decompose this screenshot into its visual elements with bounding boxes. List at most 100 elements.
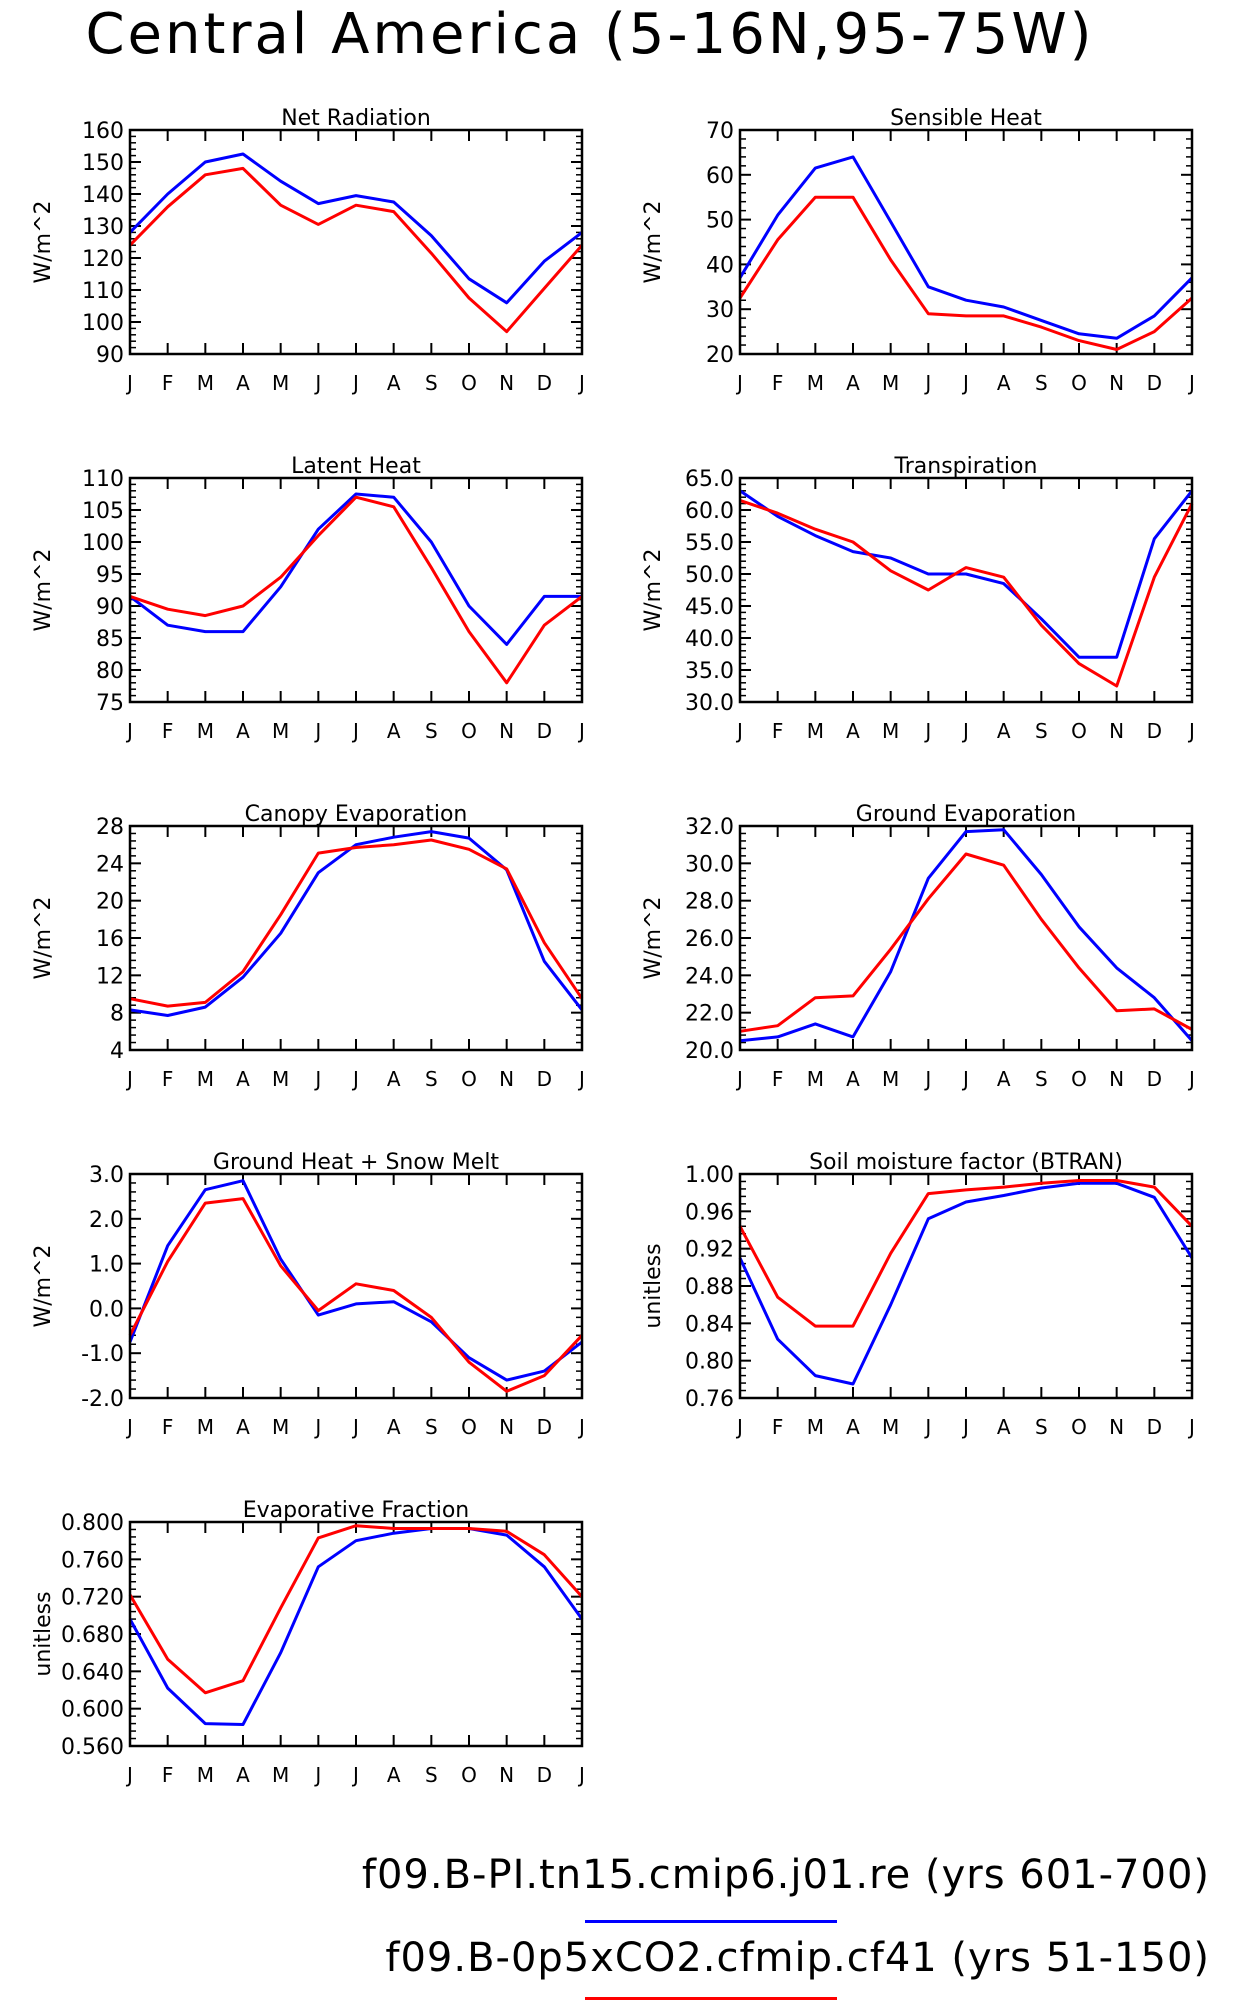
x-tick-label: J [577,1067,585,1091]
y-tick-label: 26.0 [685,927,734,952]
y-tick-label: 22.0 [685,1002,734,1027]
y-tick-label: 130 [82,215,124,240]
x-tick-label: J [125,719,133,743]
x-tick-label: A [846,1067,860,1091]
x-tick-label: A [387,1763,401,1787]
series-line-red [129,495,583,685]
y-tick-label: 28 [96,815,124,840]
x-tick-label: S [425,719,438,743]
x-tick-label: N [499,1415,514,1439]
chart-ground-evaporation: Ground Evaporation W/m^2 20.0 22.0 24.0 26.0 2… [641,802,1195,1091]
x-tick-label: O [461,1763,477,1787]
x-tick-label: A [236,371,250,395]
chart-soil-moisture-factor: Soil moisture factor (BTRAN) unitless 0.76… [641,1150,1195,1439]
y-tick-label: 100 [82,531,124,556]
x-tick-label: J [125,1415,133,1439]
x-tick-label: J [923,1067,931,1091]
y-tick-label: 140 [82,183,124,208]
y-axis-label: unitless [31,1591,56,1676]
y-tick-label: 35.0 [685,659,734,684]
chart-title: Latent Heat [291,454,421,479]
chart-ground-heat-snow-melt: Ground Heat + Snow Melt W/m^2 -2.0 -1.0 0.0 1… [31,1150,585,1439]
x-tick-label: J [351,1415,359,1439]
x-tick-label: M [882,371,899,395]
series-line-red [739,498,1194,688]
series-line-red [738,1179,1194,1328]
plot-frame [738,1172,1194,1400]
x-tick-label: J [961,371,969,395]
y-tick-label: 16 [96,927,124,952]
y-tick-label: 75 [96,691,124,716]
x-tick-label: J [1187,719,1195,743]
y-tick-label: -1.0 [81,1342,124,1367]
y-tick-label: 3.0 [89,1163,124,1188]
y-tick-label: 40.0 [685,627,734,652]
series-line-blue [738,155,1194,340]
plot-frame [738,128,1194,356]
x-tick-label: J [923,371,931,395]
y-tick-label: 0.88 [685,1275,734,1300]
y-tick-label: 0.560 [61,1735,124,1760]
series-line-blue [739,489,1194,659]
y-tick-label: 40 [706,253,734,278]
x-tick-label: S [1035,1067,1048,1091]
y-tick-label: 100 [82,311,124,336]
x-tick-label: J [125,1763,133,1787]
y-axis-label: W/m^2 [31,896,56,979]
y-axis-label: W/m^2 [641,548,666,631]
x-tick-label: A [387,719,401,743]
y-tick-label: 12 [96,964,124,989]
y-axis-label: unitless [641,1243,666,1328]
series-line-blue [738,1181,1194,1386]
x-tick-label: N [1109,371,1124,395]
series-line-blue [739,828,1194,1043]
plot-frame [128,1520,584,1748]
y-tick-label: 0.640 [61,1660,124,1685]
y-tick-label: 30.0 [685,852,734,877]
y-tick-label: 0.600 [61,1698,124,1723]
y-tick-label: 0.84 [685,1312,734,1337]
x-tick-label: O [1071,1067,1087,1091]
y-tick-label: 30.0 [685,691,734,716]
x-tick-label: A [236,1067,250,1091]
y-tick-label: 110 [82,279,124,304]
x-tick-label: N [1109,1067,1124,1091]
chart-title: Evaporative Fraction [243,1498,469,1523]
x-tick-label: A [997,719,1011,743]
series-line-red [739,852,1193,1033]
x-tick-label: J [313,1763,321,1787]
x-tick-label: F [772,1415,784,1439]
x-tick-label: M [807,371,824,395]
x-tick-label: M [807,1067,824,1091]
x-tick-label: J [125,371,133,395]
x-tick-label: A [846,371,860,395]
series-line-blue [129,492,582,646]
y-tick-label: 1.0 [89,1253,124,1278]
x-tick-label: D [537,719,552,743]
x-tick-label: O [1071,719,1087,743]
x-tick-label: O [1071,371,1087,395]
chart-title: Ground Evaporation [856,802,1076,827]
chart-transpiration: Transpiration W/m^2 30.0 35.0 40.0 45.0 50.0 55… [641,454,1195,743]
x-tick-label: J [577,1763,585,1787]
x-tick-label: O [461,1067,477,1091]
x-tick-label: S [425,371,438,395]
x-tick-label: O [1071,1415,1087,1439]
x-tick-label: J [961,1415,969,1439]
y-tick-label: 90 [96,343,124,368]
x-tick-label: F [162,371,174,395]
x-tick-label: S [1035,719,1048,743]
y-tick-label: 105 [82,499,124,524]
x-tick-label: J [735,371,743,395]
x-tick-label: F [162,1415,174,1439]
series-line-red [738,195,1193,351]
x-tick-label: J [923,1415,931,1439]
x-tick-label: S [425,1415,438,1439]
y-tick-label: 0.76 [685,1387,734,1412]
x-tick-label: F [162,719,174,743]
x-tick-label: M [272,1415,289,1439]
y-tick-label: 90 [96,595,124,620]
y-tick-label: 55.0 [685,531,734,556]
x-tick-label: N [499,371,514,395]
